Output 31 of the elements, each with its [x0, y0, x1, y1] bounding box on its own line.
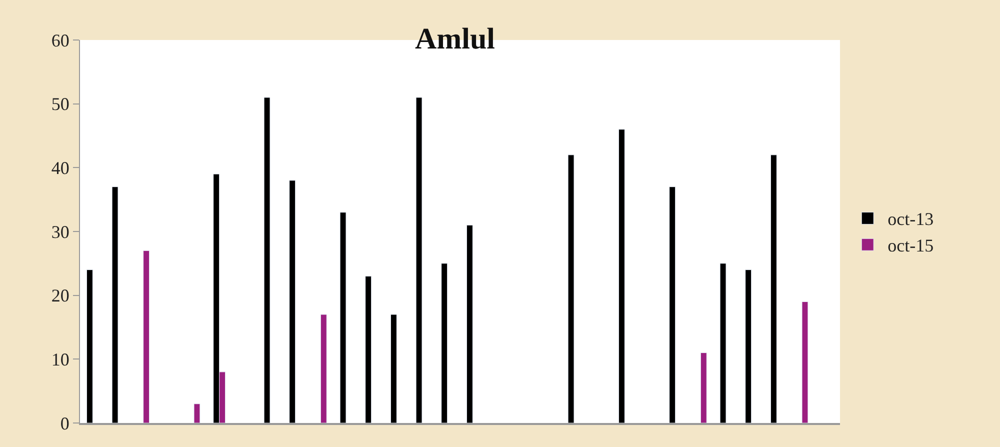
bar: [416, 97, 422, 423]
chart-title: Amlul: [414, 22, 496, 56]
bar: [720, 263, 726, 423]
bar: [112, 186, 118, 423]
bar: [770, 154, 777, 423]
legend-label: oct-13: [888, 209, 934, 230]
y-tick-label: 0: [60, 413, 70, 434]
bar: [289, 180, 296, 423]
y-tick-label: 50: [51, 94, 70, 114]
legend-label: oct-15: [888, 236, 934, 256]
bar: [700, 352, 707, 423]
y-tick-label: 20: [51, 286, 70, 306]
bar: [802, 301, 808, 423]
y-tick-label: 30: [51, 222, 70, 242]
bar: [320, 314, 327, 423]
y-tick-label: 60: [51, 30, 70, 50]
bar: [194, 404, 200, 423]
bar: [618, 129, 625, 423]
bar: [390, 314, 397, 423]
bar: [365, 276, 372, 423]
bar: [568, 154, 574, 423]
y-tick-label: 10: [51, 349, 70, 370]
bar: [86, 270, 93, 423]
bar: [745, 270, 752, 423]
bar: [143, 250, 150, 423]
y-tick-label: 40: [51, 158, 70, 178]
bar: [441, 263, 448, 423]
bar: [340, 212, 346, 423]
bar: [264, 97, 270, 423]
bar: [466, 224, 473, 423]
bar: [669, 186, 676, 423]
